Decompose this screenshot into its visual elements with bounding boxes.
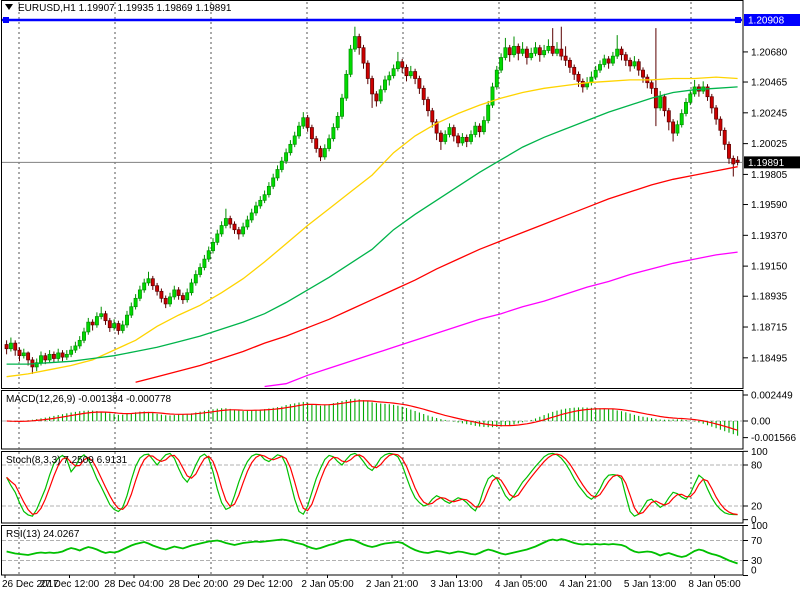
svg-text:1.20465: 1.20465 [751,78,788,89]
price-axis[interactable]: 1.20680 1.20465 1.20245 1.20025 1.19805 1.195… [743,47,788,364]
svg-text:2 Jan 21:00: 2 Jan 21:00 [366,579,419,590]
macd-signal-line [6,400,738,431]
blue-line-price-flag [744,14,800,26]
svg-text:26 Dec 2017: 26 Dec 2017 [2,579,59,590]
svg-text:28 Dec 04:00: 28 Dec 04:00 [104,579,164,590]
time-gridlines [18,2,692,575]
svg-text:1.18495: 1.18495 [751,353,788,364]
main-price-pane[interactable] [1,0,744,389]
macd-label: MACD(12,26,9) -0.001384 -0.000778 [6,394,172,405]
svg-text:1.19370: 1.19370 [751,231,788,242]
svg-text:0.00: 0.00 [751,417,771,428]
rsi-pane[interactable] [1,525,744,576]
stoch-label: Stoch(8,3,3) 7.2509 6.9131 [6,455,128,466]
svg-text:0.002449: 0.002449 [751,391,793,402]
trendline-handle-right [735,17,741,23]
symbol-dropdown-icon[interactable] [5,4,13,10]
svg-text:100: 100 [751,447,768,458]
svg-text:5 Jan 13:00: 5 Jan 13:00 [624,579,677,590]
svg-text:4 Jan 05:00: 4 Jan 05:00 [495,579,548,590]
blue-horizontal-trendline[interactable] [2,17,742,23]
svg-text:1.20680: 1.20680 [751,47,788,58]
chart-title: EURUSD,H1 1.19907 1.19935 1.19869 1.1989… [18,3,232,14]
svg-text:1.20908: 1.20908 [748,16,785,27]
moving-average-lines [6,76,738,388]
svg-text:2 Jan 05:00: 2 Jan 05:00 [301,579,354,590]
rsi-label: RSI(13) 24.0267 [6,529,80,540]
svg-text:29 Dec 12:00: 29 Dec 12:00 [233,579,293,590]
price-flags: 1.20908 1.19891 [744,14,800,169]
stoch-pane[interactable] [1,451,744,524]
svg-text:70: 70 [751,536,763,547]
svg-text:4 Jan 21:00: 4 Jan 21:00 [559,579,612,590]
svg-text:1.19150: 1.19150 [751,262,788,273]
stoch-d-line [6,453,738,516]
svg-text:100: 100 [751,521,768,532]
svg-text:3 Jan 13:00: 3 Jan 13:00 [430,579,483,590]
ma-green [6,86,738,365]
current-price-flag [744,156,800,169]
svg-text:-0.001566: -0.001566 [751,433,796,444]
svg-text:28 Dec 20:00: 28 Dec 20:00 [169,579,229,590]
trendline-handle-left [3,17,9,23]
rsi-line-series [6,538,738,565]
svg-text:0: 0 [751,515,757,526]
svg-text:80: 80 [751,461,763,472]
stoch-lines [6,452,738,517]
svg-text:1.19891: 1.19891 [748,158,785,169]
ma-red [135,166,738,383]
svg-text:1.20245: 1.20245 [751,108,788,119]
svg-text:1.20025: 1.20025 [751,139,788,150]
svg-text:1.19805: 1.19805 [751,170,788,181]
svg-text:0: 0 [751,566,757,577]
svg-text:30: 30 [751,556,763,567]
ma-magenta [264,251,738,388]
svg-text:1.18935: 1.18935 [751,292,788,303]
svg-text:27 Dec 12:00: 27 Dec 12:00 [40,579,100,590]
svg-text:1.18715: 1.18715 [751,323,788,334]
ma-yellow [6,76,738,378]
svg-text:1.19590: 1.19590 [751,200,788,211]
svg-text:8 Jan 05:00: 8 Jan 05:00 [688,579,741,590]
svg-text:20: 20 [751,501,763,512]
